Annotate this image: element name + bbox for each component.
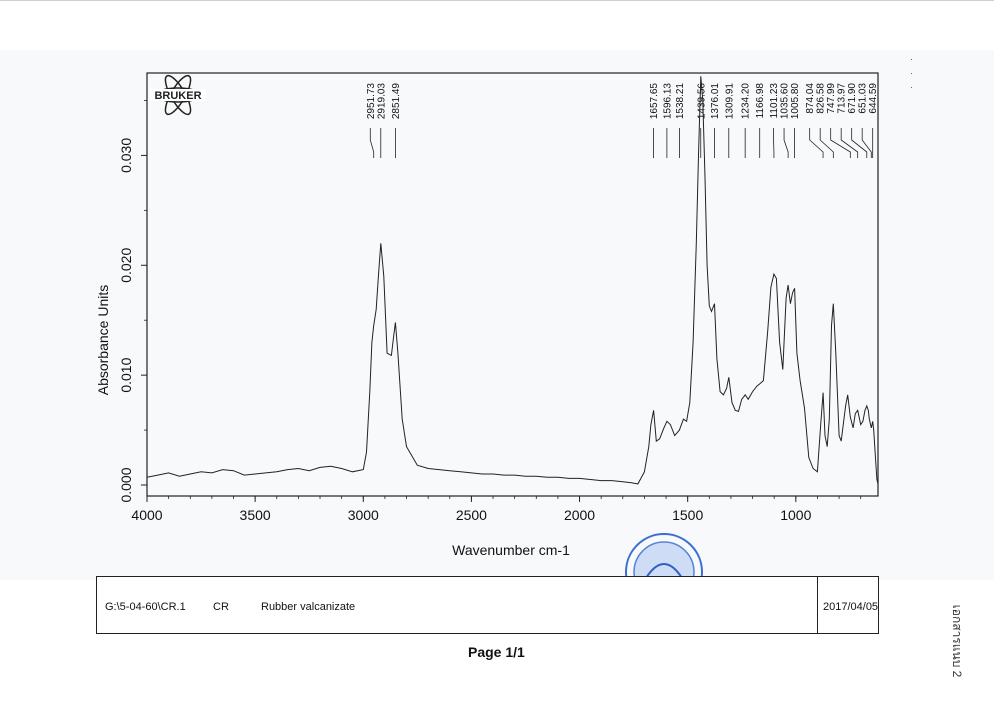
- file-info-box: G:\5-04-60\CR.1 CR Rubber valcanizate 20…: [96, 576, 879, 634]
- x-tick-label: 3000: [348, 507, 379, 523]
- peak-leader-line: [783, 128, 789, 158]
- peak-label: 826.58: [816, 83, 827, 114]
- peak-leader-line: [369, 128, 375, 158]
- peak-leader-line: [851, 128, 868, 158]
- peak-label: 747.99: [826, 83, 837, 114]
- y-tick-label: 0.000: [118, 467, 134, 502]
- peak-label: 1035.60: [780, 83, 791, 120]
- file-path: G:\5-04-60\CR.1: [105, 601, 186, 613]
- sample-description: Rubber valcanizate: [261, 601, 356, 613]
- peak-label: 2851.49: [391, 83, 402, 120]
- peak-label: 1101.23: [769, 83, 780, 119]
- peak-label: 1309.91: [724, 83, 735, 120]
- x-tick-label: 2500: [456, 507, 487, 523]
- peak-label: 651.03: [858, 83, 869, 114]
- peak-label: 1166.98: [755, 83, 766, 119]
- x-tick-label: 2000: [564, 507, 595, 523]
- peak-label: 1596.13: [662, 83, 673, 120]
- y-tick-label: 0.030: [118, 138, 134, 173]
- peak-label: 1657.65: [649, 83, 660, 120]
- peak-leader-line: [819, 128, 834, 158]
- attachment-label: เอกสารแนบ 2: [950, 604, 964, 678]
- peak-label: 1234.20: [741, 83, 752, 120]
- footer-divider: [817, 577, 818, 633]
- measurement-date: 2017/04/05: [823, 601, 879, 613]
- peak-label: 2919.03: [376, 83, 387, 120]
- x-tick-label: 1000: [780, 507, 811, 523]
- peak-label: 713.97: [837, 83, 848, 114]
- bruker-logo: BRUKER: [150, 74, 206, 116]
- peak-label: 1376.01: [710, 83, 721, 120]
- scan-specks: · · ·: [910, 54, 913, 92]
- peak-label: 874.04: [805, 83, 816, 114]
- bruker-logo-text: BRUKER: [154, 90, 201, 102]
- peak-label: 644.59: [868, 83, 879, 114]
- peak-leader-line: [809, 128, 824, 158]
- peak-leader-line: [840, 128, 859, 158]
- x-tick-label: 3500: [240, 507, 271, 523]
- peak-label: 1439.56: [696, 83, 707, 120]
- peak-leader-line: [861, 128, 872, 158]
- y-tick-label: 0.010: [118, 357, 134, 392]
- spectrum-series-line: [146, 76, 879, 485]
- x-tick-label: 4000: [131, 507, 162, 523]
- x-axis-ticks: 4000 3500 3000 2500 2000 1500 1000: [131, 496, 862, 523]
- plot-frame: [146, 72, 879, 497]
- peak-label: 1005.80: [790, 83, 801, 120]
- peak-labels: 2951.73 2919.03 2851.49 1657.65 1596.13 1538.…: [366, 83, 879, 158]
- peak-label: 2951.73: [366, 83, 377, 120]
- scan-edge: [0, 0, 994, 1]
- y-axis-ticks: 0.000 0.010 0.020 0.030: [118, 100, 147, 503]
- scan-tint: [0, 50, 994, 580]
- x-axis-label: Wavenumber cm-1: [452, 542, 570, 558]
- y-tick-label: 0.020: [118, 248, 134, 283]
- x-tick-label: 1500: [672, 507, 703, 523]
- page-number: Page 1/1: [468, 644, 525, 660]
- sample-code: CR: [213, 601, 229, 613]
- peak-label: 671.90: [847, 83, 858, 114]
- y-axis-label: Absorbance Units: [95, 285, 111, 396]
- peak-leader-line: [830, 128, 851, 158]
- peak-label: 1538.21: [675, 83, 686, 120]
